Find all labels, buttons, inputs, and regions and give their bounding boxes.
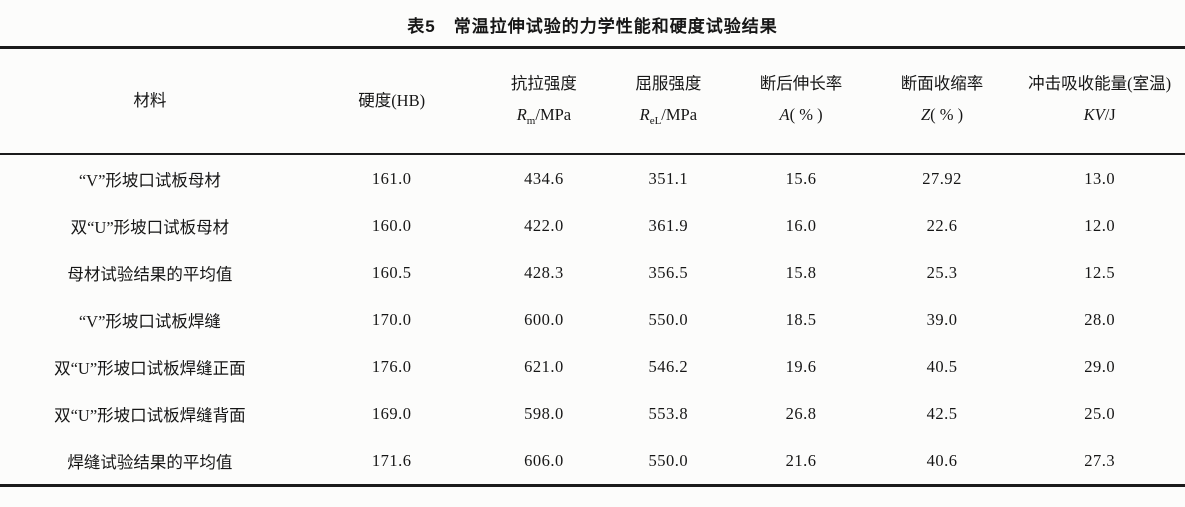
col-header-label: 断后伸长率 (759, 73, 843, 93)
cell-impact-energy: 13.0 (1084, 168, 1116, 188)
col-header-label: 硬度(HB) (358, 91, 426, 111)
cell-hardness: 171.6 (371, 450, 412, 470)
cell-tensile-strength: 600.0 (524, 309, 564, 329)
cell-impact-energy: 12.5 (1084, 262, 1116, 282)
col-header-symbol: KV/J (1083, 105, 1116, 125)
cell-tensile-strength: 428.3 (524, 262, 564, 282)
row-material-label: “V”形坡口试板焊缝 (78, 311, 221, 331)
col-header-tensile-strength: 抗拉强度 Rm/MPa (483, 48, 604, 155)
cell-reduction-of-area: 27.92 (922, 168, 962, 188)
cell-elongation: 26.8 (785, 403, 817, 423)
cell-hardness: 176.0 (371, 356, 412, 376)
col-header-symbol: Z( % ) (920, 105, 964, 125)
cell-yield-strength: 550.0 (648, 309, 689, 329)
cell-tensile-strength: 434.6 (524, 168, 564, 188)
cell-elongation: 16.0 (785, 215, 817, 235)
col-header-label: 冲击吸收能量(室温) (1028, 73, 1172, 93)
cell-impact-energy: 25.0 (1084, 403, 1116, 423)
cell-hardness: 160.5 (371, 262, 412, 282)
results-table: 材料 硬度(HB) 抗拉强度 Rm/MPa 屈服强度 ReL/MPa 断后伸长率… (0, 46, 1185, 487)
col-header-label: 材料 (133, 91, 167, 111)
col-header-impact-energy: 冲击吸收能量(室温) KV/J (1014, 48, 1185, 155)
col-header-symbol: Rm/MPa (516, 105, 572, 128)
col-header-label: 抗拉强度 (510, 73, 577, 93)
row-material-label: 双“U”形坡口试板焊缝背面 (54, 405, 246, 425)
table-row: 焊缝试验结果的平均值 171.6 606.0 550.0 21.6 40.6 2… (0, 437, 1185, 486)
col-header-hardness: 硬度(HB) (300, 48, 484, 155)
col-header-label: 断面收缩率 (900, 73, 984, 93)
col-header-reduction-of-area: 断面收缩率 Z( % ) (870, 48, 1015, 155)
cell-impact-energy: 29.0 (1084, 356, 1116, 376)
row-material-label: 母材试验结果的平均值 (67, 264, 233, 284)
cell-yield-strength: 356.5 (648, 262, 689, 282)
row-material-label: 双“U”形坡口试板焊缝正面 (54, 358, 246, 378)
cell-impact-energy: 28.0 (1084, 309, 1116, 329)
cell-elongation: 15.8 (785, 262, 817, 282)
cell-elongation: 18.5 (785, 309, 817, 329)
cell-reduction-of-area: 40.5 (926, 356, 958, 376)
cell-reduction-of-area: 22.6 (926, 215, 958, 235)
col-header-symbol: ReL/MPa (639, 105, 698, 128)
col-header-label: 屈服强度 (635, 73, 702, 93)
cell-tensile-strength: 598.0 (524, 403, 564, 423)
cell-yield-strength: 550.0 (648, 450, 689, 470)
cell-yield-strength: 553.8 (648, 403, 689, 423)
table-caption: 表5 常温拉伸试验的力学性能和硬度试验结果 (407, 17, 778, 36)
cell-elongation: 21.6 (785, 450, 817, 470)
cell-reduction-of-area: 39.0 (926, 309, 958, 329)
cell-hardness: 160.0 (371, 215, 412, 235)
row-material-label: 双“U”形坡口试板母材 (70, 217, 230, 237)
table-row: 双“U”形坡口试板焊缝背面 169.0 598.0 553.8 26.8 42.… (0, 390, 1185, 437)
cell-tensile-strength: 422.0 (524, 215, 564, 235)
cell-reduction-of-area: 40.6 (926, 450, 958, 470)
table-row: 双“U”形坡口试板焊缝正面 176.0 621.0 546.2 19.6 40.… (0, 343, 1185, 390)
cell-hardness: 170.0 (371, 309, 412, 329)
cell-tensile-strength: 621.0 (524, 356, 564, 376)
cell-reduction-of-area: 25.3 (926, 262, 958, 282)
col-header-elongation: 断后伸长率 A( % ) (732, 48, 869, 155)
cell-hardness: 161.0 (371, 168, 412, 188)
cell-impact-energy: 27.3 (1084, 450, 1116, 470)
row-material-label: 焊缝试验结果的平均值 (67, 452, 233, 472)
cell-yield-strength: 546.2 (648, 356, 689, 376)
cell-elongation: 19.6 (785, 356, 817, 376)
cell-tensile-strength: 606.0 (524, 450, 564, 470)
cell-hardness: 169.0 (371, 403, 412, 423)
cell-impact-energy: 12.0 (1084, 215, 1116, 235)
col-header-symbol: A( % ) (779, 105, 823, 125)
table-row: “V”形坡口试板母材 161.0 434.6 351.1 15.6 27.92 … (0, 154, 1185, 202)
table-row: “V”形坡口试板焊缝 170.0 600.0 550.0 18.5 39.0 2… (0, 296, 1185, 343)
cell-yield-strength: 351.1 (648, 168, 689, 188)
col-header-yield-strength: 屈服强度 ReL/MPa (604, 48, 732, 155)
table-row: 双“U”形坡口试板母材 160.0 422.0 361.9 16.0 22.6 … (0, 202, 1185, 249)
col-header-material: 材料 (0, 48, 300, 155)
table-row: 母材试验结果的平均值 160.5 428.3 356.5 15.8 25.3 1… (0, 249, 1185, 296)
header-row: 材料 硬度(HB) 抗拉强度 Rm/MPa 屈服强度 ReL/MPa 断后伸长率… (0, 48, 1185, 155)
cell-elongation: 15.6 (785, 168, 817, 188)
cell-yield-strength: 361.9 (648, 215, 689, 235)
cell-reduction-of-area: 42.5 (926, 403, 958, 423)
row-material-label: “V”形坡口试板母材 (78, 170, 221, 190)
